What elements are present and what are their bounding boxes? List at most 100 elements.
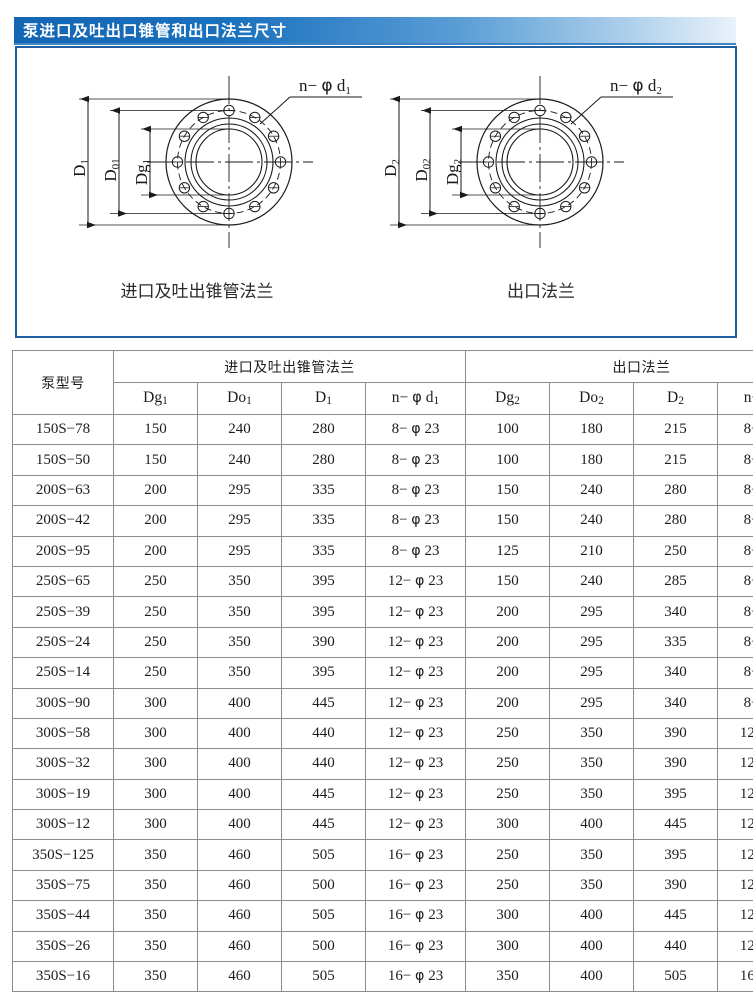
bolt-holes xyxy=(171,104,287,220)
cell-nd1: 16− φ 23 xyxy=(365,900,466,932)
cell-nd2: 8− φ 23 xyxy=(717,474,753,507)
cell-d1: 280 xyxy=(281,444,366,476)
cell-d1: 500 xyxy=(281,930,366,963)
column-header-dg2: Dg2 xyxy=(465,382,550,415)
cell-nd2: 8− φ 18 xyxy=(717,413,753,446)
cell-d1: 500 xyxy=(281,869,366,902)
cell-d2: 505 xyxy=(633,961,718,993)
cell-do1: 460 xyxy=(197,961,282,993)
cell-dg2: 100 xyxy=(465,413,550,446)
cell-nd1: 8− φ 23 xyxy=(365,444,466,476)
dim-label-D2: D2 xyxy=(381,159,402,177)
cell-dg1: 150 xyxy=(113,413,198,446)
cell-d1: 505 xyxy=(281,961,366,993)
flange-dimension-table: 泵型号 进口及吐出锥管法兰 出口法兰 Dg1 Do1 D1 n− φ d1 Dg2 Do2… xyxy=(12,350,753,993)
right-flange-drawing xyxy=(390,76,673,248)
cell-model: 200S−63 xyxy=(12,474,114,507)
column-header-nd2: n− φ d2 xyxy=(717,382,753,415)
cell-do1: 295 xyxy=(197,474,282,507)
column-header-dg1: Dg1 xyxy=(113,382,198,415)
cell-dg2: 250 xyxy=(465,748,550,780)
column-header-d2: D2 xyxy=(633,382,718,415)
title-underline xyxy=(14,43,736,45)
cell-do2: 400 xyxy=(549,809,634,841)
cell-do1: 295 xyxy=(197,535,282,567)
cell-nd1: 12− φ 23 xyxy=(365,778,466,811)
left-callout-label: n− φ d1 xyxy=(299,76,351,97)
cell-model: 300S−12 xyxy=(12,809,114,841)
cell-dg1: 350 xyxy=(113,930,198,963)
cell-d1: 395 xyxy=(281,657,366,689)
cell-do2: 350 xyxy=(549,839,634,871)
cell-do2: 400 xyxy=(549,930,634,963)
cell-nd2: 16− φ 23 xyxy=(717,961,753,993)
cell-do1: 240 xyxy=(197,413,282,446)
cell-dg1: 300 xyxy=(113,717,198,750)
cell-dg2: 200 xyxy=(465,626,550,659)
left-diagram-caption: 进口及吐出锥管法兰 xyxy=(121,282,274,302)
cell-dg1: 350 xyxy=(113,961,198,993)
cell-do2: 350 xyxy=(549,778,634,811)
cell-dg2: 250 xyxy=(465,869,550,902)
cell-d1: 440 xyxy=(281,748,366,780)
dim-label-D01: D01 xyxy=(101,158,122,181)
cell-d1: 445 xyxy=(281,809,366,841)
cell-nd1: 8− φ 23 xyxy=(365,413,466,446)
cell-d1: 335 xyxy=(281,535,366,567)
cell-model: 200S−95 xyxy=(12,535,114,567)
cell-dg2: 150 xyxy=(465,474,550,507)
cell-dg1: 300 xyxy=(113,687,198,719)
cell-nd2: 8− φ 23 xyxy=(717,687,753,719)
cell-d1: 335 xyxy=(281,474,366,507)
cell-nd1: 8− φ 23 xyxy=(365,505,466,537)
cell-do2: 295 xyxy=(549,626,634,659)
cell-model: 350S−16 xyxy=(12,961,114,993)
cell-model: 200S−42 xyxy=(12,505,114,537)
cell-do2: 295 xyxy=(549,657,634,689)
cell-nd2: 12− φ 23 xyxy=(717,930,753,963)
page-title-bar: 泵进口及吐出口锥管和出口法兰尺寸 xyxy=(14,17,736,43)
cell-nd1: 16− φ 23 xyxy=(365,961,466,993)
left-callout-leader xyxy=(259,96,362,125)
cell-do1: 350 xyxy=(197,565,282,598)
cell-nd2: 12− φ 23 xyxy=(717,809,753,841)
cell-d2: 340 xyxy=(633,596,718,628)
cell-d2: 285 xyxy=(633,565,718,598)
cell-dg2: 200 xyxy=(465,596,550,628)
cell-dg2: 100 xyxy=(465,444,550,476)
cell-d1: 445 xyxy=(281,687,366,719)
cell-model: 250S−14 xyxy=(12,657,114,689)
cell-do2: 400 xyxy=(549,900,634,932)
raised-face-circle xyxy=(184,117,274,207)
cell-nd2: 12− φ 23 xyxy=(717,900,753,932)
cell-d2: 215 xyxy=(633,444,718,476)
cell-nd2: 12− φ 23 xyxy=(717,717,753,750)
cell-do1: 350 xyxy=(197,657,282,689)
cell-nd1: 8− φ 23 xyxy=(365,535,466,567)
cell-do1: 350 xyxy=(197,626,282,659)
cell-dg2: 125 xyxy=(465,535,550,567)
cell-dg2: 250 xyxy=(465,778,550,811)
cell-nd1: 12− φ 23 xyxy=(365,657,466,689)
cell-model: 300S−90 xyxy=(12,687,114,719)
cell-do1: 400 xyxy=(197,778,282,811)
cell-nd1: 16− φ 23 xyxy=(365,869,466,902)
cell-nd1: 12− φ 23 xyxy=(365,748,466,780)
cell-model: 250S−39 xyxy=(12,596,114,628)
cell-nd2: 12− φ 23 xyxy=(717,748,753,780)
cell-nd2: 12− φ 23 xyxy=(717,839,753,871)
cell-d2: 395 xyxy=(633,839,718,871)
cell-d2: 335 xyxy=(633,626,718,659)
cell-d2: 395 xyxy=(633,778,718,811)
cell-nd2: 12− φ 23 xyxy=(717,869,753,902)
cell-dg2: 300 xyxy=(465,900,550,932)
cell-d2: 340 xyxy=(633,687,718,719)
cell-nd2: 8− φ 23 xyxy=(717,505,753,537)
